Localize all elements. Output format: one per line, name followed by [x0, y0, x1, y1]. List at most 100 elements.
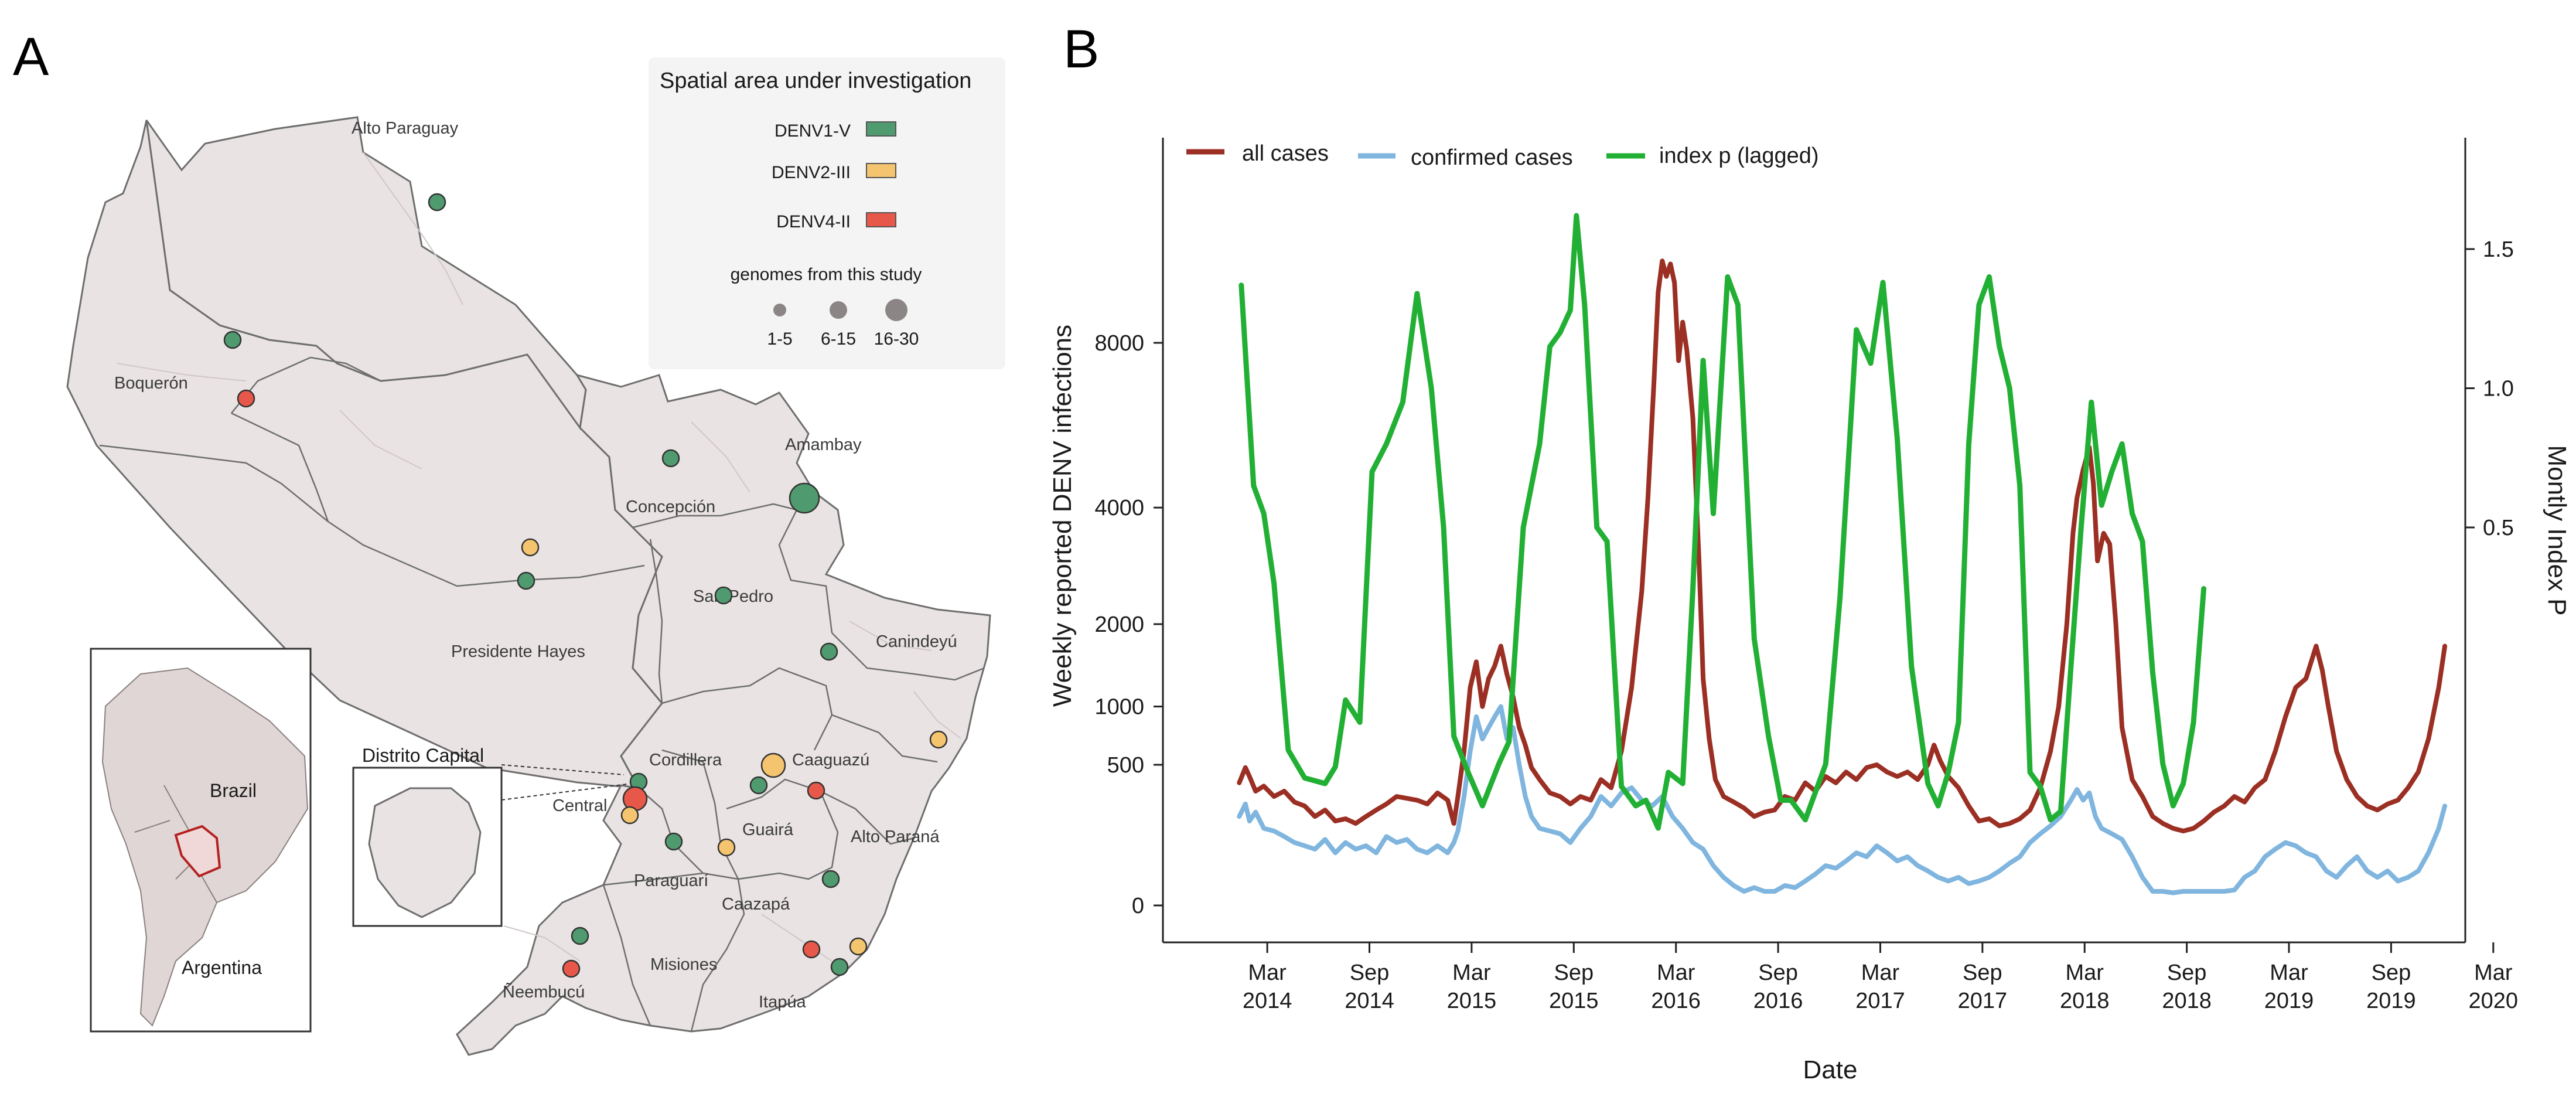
paraguay-map: Alto Paraguay Boquerón Presidente Hayes … [66, 116, 991, 1056]
x-tick-label: Sep [2372, 961, 2411, 985]
map-point-denv1-v [664, 832, 683, 851]
region-label-caaguazu: Caaguazú [792, 751, 869, 769]
y2-tick-label: 1.5 [2483, 237, 2514, 262]
x-tick-label: 2017 [1855, 989, 1905, 1013]
x-tick-label: Sep [1350, 961, 1390, 985]
x-tick-label: Mar [1452, 961, 1491, 985]
map-legend: Spatial area under investigation DENV1-V… [649, 57, 1005, 369]
paraguay-highlight [174, 825, 221, 878]
series-lines [1237, 213, 2448, 895]
x-tick-label: 2019 [2264, 989, 2314, 1013]
legend-size-small-label: 1-5 [767, 329, 792, 349]
x-tick-label: Mar [1657, 961, 1695, 985]
map-point-denv1-v [789, 482, 820, 514]
legend-size-title: genomes from this study [731, 265, 922, 284]
map-point-denv1-v [749, 776, 768, 795]
legend-size-large-circle [885, 299, 907, 321]
map-point-denv1-v [223, 331, 242, 349]
region-label-boqueron: Boquerón [114, 374, 188, 393]
inset-label-argentina: Argentina [182, 957, 262, 978]
map-point-denv1-v [428, 193, 446, 212]
map-point-denv2-iii [929, 730, 948, 749]
inset-label-distrito: Distrito Capital [362, 745, 484, 766]
x-tick-label: Sep [1758, 961, 1798, 985]
legend-label-index-p: index p (lagged) [1659, 144, 1819, 168]
region-label-amambay: Amambay [785, 435, 862, 454]
distrito-capital-inset: Distrito Capital [352, 745, 627, 927]
dengue-chart: Mar 2014 Sep 2014 Mar 2015 Sep 2015 Mar 2016 Sep 20… [1048, 138, 2571, 1084]
map-point-denv1-v [517, 571, 535, 590]
chart-legend: all cases confirmed cases index p (lagge… [1186, 141, 1819, 170]
x-tick-label: 2019 [2366, 989, 2416, 1013]
region-label-alto-parana: Alto Paraná [851, 827, 940, 846]
x-tick-label: 2017 [1958, 989, 2008, 1013]
series-line-all-cases [1237, 258, 2448, 833]
series-line-index-p-lagged [1238, 213, 2207, 831]
region-label-central: Central [552, 796, 608, 815]
region-label-misiones: Misiones [650, 955, 717, 974]
legend-label-denv2: DENV2-III [772, 163, 851, 182]
x-tick-label: Mar [2474, 961, 2513, 985]
x-tick-label: Sep [1963, 961, 2002, 985]
region-label-san-pedro: San Pedro [693, 587, 773, 606]
legend-label-denv4: DENV4-II [776, 212, 851, 231]
legend-size-medium-label: 6-15 [821, 329, 856, 349]
x-tick-label: 2014 [1345, 989, 1394, 1013]
x-tick-label: 2020 [2469, 989, 2519, 1013]
y-tick-label: 4000 [1094, 496, 1144, 520]
region-label-canindeyu: Canindeyú [876, 632, 957, 651]
y-ticks: 0 500 1000 2000 4000 8000 [1094, 331, 1163, 918]
x-tick-label: Sep [2167, 961, 2207, 985]
map-point-denv1-v [714, 586, 733, 605]
map-legend-box [649, 57, 1005, 369]
legend-label-denv1: DENV1-V [774, 121, 851, 141]
y-tick-label: 0 [1132, 894, 1144, 918]
legend-label-confirmed-cases: confirmed cases [1411, 145, 1573, 170]
map-point-denv4-ii [802, 940, 821, 959]
south-america-inset: Brazil Argentina [90, 648, 312, 1033]
map-point-denv1-v [661, 449, 680, 468]
legend-size-large-label: 16-30 [874, 329, 919, 349]
y2-tick-label: 0.5 [2483, 516, 2514, 540]
legend-size-medium-circle [830, 301, 847, 319]
map-point-denv2-iii [760, 752, 786, 778]
map-point-denv4-ii [237, 389, 255, 408]
panel-label-a: A [13, 27, 49, 87]
legend-swatch-denv1 [866, 121, 896, 137]
y-tick-label: 8000 [1094, 331, 1144, 356]
x-tick-label: 2018 [2060, 989, 2110, 1013]
y2-ticks: 0.5 1.0 1.5 [2465, 237, 2514, 540]
map-genome-points [223, 193, 948, 978]
x-tick-label: Mar [1861, 961, 1900, 985]
region-label-alto-paraguay: Alto Paraguay [352, 119, 459, 138]
inset-label-brazil: Brazil [210, 780, 257, 801]
region-label-guaira: Guairá [742, 820, 794, 839]
panel-label-b: B [1063, 19, 1099, 79]
x-axis-title: Date [1803, 1055, 1858, 1084]
x-tick-label: 2016 [1651, 989, 1701, 1013]
region-label-cordillera: Cordillera [649, 751, 722, 769]
x-tick-label: Sep [1554, 961, 1594, 985]
map-point-denv1-v [820, 642, 838, 661]
y2-axis-title: Montly Index P [2543, 445, 2571, 615]
x-tick-label: 2018 [2162, 989, 2212, 1013]
map-point-denv4-ii [562, 959, 581, 978]
region-label-neembucu: Ñeembucú [503, 982, 585, 1002]
x-ticks: Mar 2014 Sep 2014 Mar 2015 Sep 2015 Mar 2016 Sep 20… [1243, 942, 2518, 1013]
y-tick-label: 1000 [1094, 695, 1144, 720]
map-point-denv1-v [830, 958, 849, 976]
series-line-confirmed-cases [1237, 704, 2448, 895]
legend-size-small-circle [773, 304, 786, 316]
map-point-denv1-v [571, 927, 589, 945]
x-tick-label: 2014 [1243, 989, 1292, 1013]
x-tick-label: 2016 [1753, 989, 1803, 1013]
map-point-denv1-v [821, 870, 840, 888]
region-label-paraguari: Paraguarí [634, 871, 708, 890]
x-tick-label: Mar [2066, 961, 2104, 985]
region-label-presidente-hayes: Presidente Hayes [451, 642, 585, 661]
x-tick-label: 2015 [1549, 989, 1599, 1013]
map-point-denv2-iii [620, 806, 639, 825]
map-point-denv2-iii [849, 937, 868, 956]
x-tick-label: Mar [1248, 961, 1287, 985]
y-axis-title: Weekly reported DENV infections [1048, 325, 1077, 707]
